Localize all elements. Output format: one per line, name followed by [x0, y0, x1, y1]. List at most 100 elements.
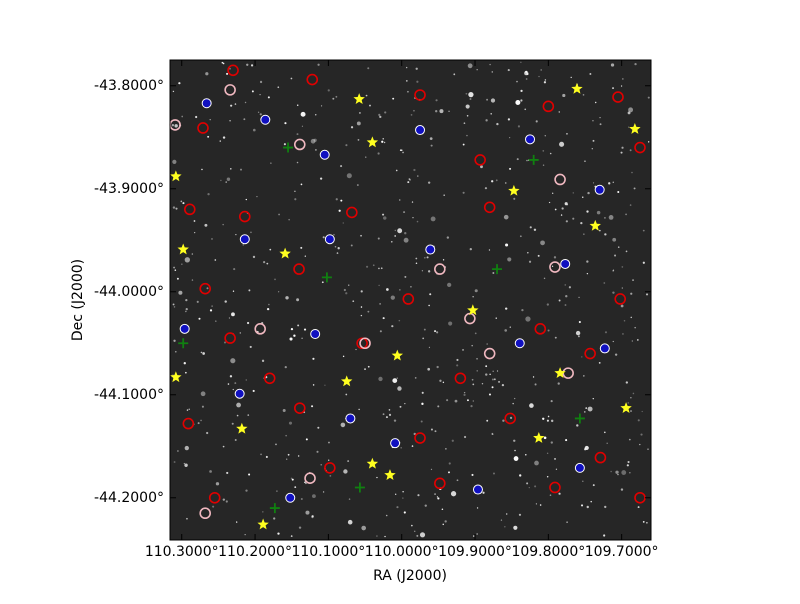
sky-star [518, 513, 522, 516]
sky-star [580, 504, 584, 507]
sky-star [407, 90, 409, 93]
sky-star [320, 105, 323, 107]
sky-star [591, 148, 593, 150]
sky-star [490, 98, 496, 103]
sky-star [505, 307, 508, 310]
sky-star [474, 289, 478, 293]
sky-star [248, 473, 251, 476]
sky-star [486, 98, 489, 101]
sky-star [257, 111, 260, 113]
sky-star [321, 281, 324, 284]
sky-star [347, 519, 353, 525]
sky-star [200, 391, 206, 397]
marker-plus [492, 264, 503, 275]
sky-star [200, 351, 203, 354]
sky-star [215, 482, 220, 486]
sky-star [382, 413, 385, 416]
sky-star [335, 198, 338, 201]
marker-circle [324, 462, 336, 474]
sky-star [252, 255, 256, 259]
sky-star [395, 493, 397, 495]
sky-star [526, 482, 529, 485]
sky-star [378, 267, 380, 270]
marker-circle [434, 263, 446, 275]
marker-star [236, 422, 248, 434]
sky-star [481, 382, 484, 385]
sky-star [550, 419, 554, 423]
sky-star [529, 403, 534, 408]
sky-star [386, 288, 389, 291]
x-axis-label: RA (J2000) [373, 568, 447, 584]
x-tick-label: 110.0000° [365, 544, 439, 560]
sky-star [317, 426, 320, 429]
sky-star [547, 415, 550, 418]
sky-star [392, 378, 398, 383]
sky-star [476, 357, 478, 360]
sky-star [604, 217, 606, 219]
sky-star [542, 417, 545, 420]
sky-star [439, 109, 444, 114]
marker-star [620, 402, 632, 414]
sky-star [311, 515, 314, 519]
sky-star [404, 232, 407, 235]
sky-star [539, 504, 542, 506]
sky-star [504, 526, 506, 528]
sky-star [629, 204, 632, 206]
sky-star [612, 340, 614, 343]
sky-star [303, 328, 307, 331]
sky-star [551, 265, 554, 267]
sky-star [270, 162, 272, 164]
x-tick-label: 109.9000° [438, 544, 512, 560]
sky-star [246, 321, 250, 325]
sky-star [615, 470, 619, 474]
sky-star [583, 375, 585, 377]
sky-star [365, 156, 367, 158]
sky-star [535, 120, 538, 123]
marker-circle [414, 432, 426, 444]
marker-star [391, 349, 404, 361]
sky-star [509, 137, 511, 139]
sky-star [625, 213, 627, 216]
sky-star [625, 381, 629, 384]
sky-star [405, 80, 408, 82]
plot-frame [169, 59, 652, 541]
marker-dot [234, 388, 245, 399]
marker-circle [474, 154, 486, 166]
sky-star [538, 75, 540, 78]
sky-star [421, 270, 424, 272]
marker-dot [285, 492, 296, 503]
sky-star [311, 405, 314, 408]
sky-star [352, 300, 355, 302]
sky-star [542, 164, 545, 166]
sky-star [173, 339, 176, 342]
marker-star [353, 93, 365, 104]
sky-star [642, 520, 645, 523]
sky-star [639, 443, 641, 446]
sky-star [463, 435, 467, 439]
sky-star [345, 393, 348, 396]
sky-star [322, 491, 325, 493]
sky-star [380, 267, 383, 270]
sky-star [558, 299, 561, 302]
sky-star [528, 260, 532, 263]
marker-star [629, 123, 641, 134]
sky-star [544, 79, 547, 81]
marker-circle [614, 293, 627, 305]
sky-star [364, 368, 366, 371]
marker-dot [324, 234, 335, 245]
sky-star [632, 279, 634, 281]
marker-plus [178, 338, 189, 349]
sky-star [519, 474, 522, 477]
sky-star [630, 292, 633, 295]
marker-star [571, 82, 583, 94]
sky-star [221, 61, 224, 64]
sky-star [547, 329, 550, 332]
sky-star [534, 383, 537, 386]
sky-star [472, 296, 474, 298]
sky-star [647, 96, 650, 99]
sky-star [582, 196, 584, 198]
sky-star [610, 63, 615, 67]
sky-star [186, 409, 189, 411]
sky-star [554, 457, 556, 460]
sky-star [544, 135, 546, 137]
